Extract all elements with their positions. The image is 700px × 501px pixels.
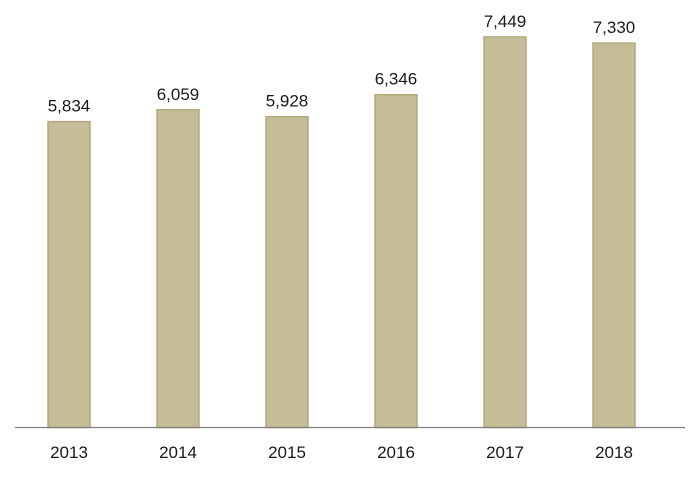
x-tick-label-2015: 2015 [268,443,306,462]
x-tick-label-2018: 2018 [595,443,633,462]
x-tick-label-2013: 2013 [50,443,88,462]
bar-2018 [592,42,636,429]
bar-2017 [483,36,527,429]
bar-2014 [156,109,200,429]
value-label-2017: 7,449 [484,12,527,31]
value-label-2013: 5,834 [48,97,91,116]
bar-2013 [47,120,91,429]
value-label-2014: 6,059 [157,85,200,104]
x-tick-label-2017: 2017 [486,443,524,462]
value-label-2016: 6,346 [375,70,418,89]
x-tick-label-2016: 2016 [377,443,415,462]
x-tick-label-2014: 2014 [159,443,197,462]
bars-group [47,36,636,429]
value-label-2015: 5,928 [266,92,309,111]
value-label-2018: 7,330 [593,18,636,37]
bar-2015 [265,115,309,429]
bar-2016 [374,93,418,429]
x-tick-labels-group: 2013 2014 2015 2016 2017 2018 [50,443,633,462]
value-labels-group: 5,834 6,059 5,928 6,346 7,449 7,330 [48,12,636,116]
